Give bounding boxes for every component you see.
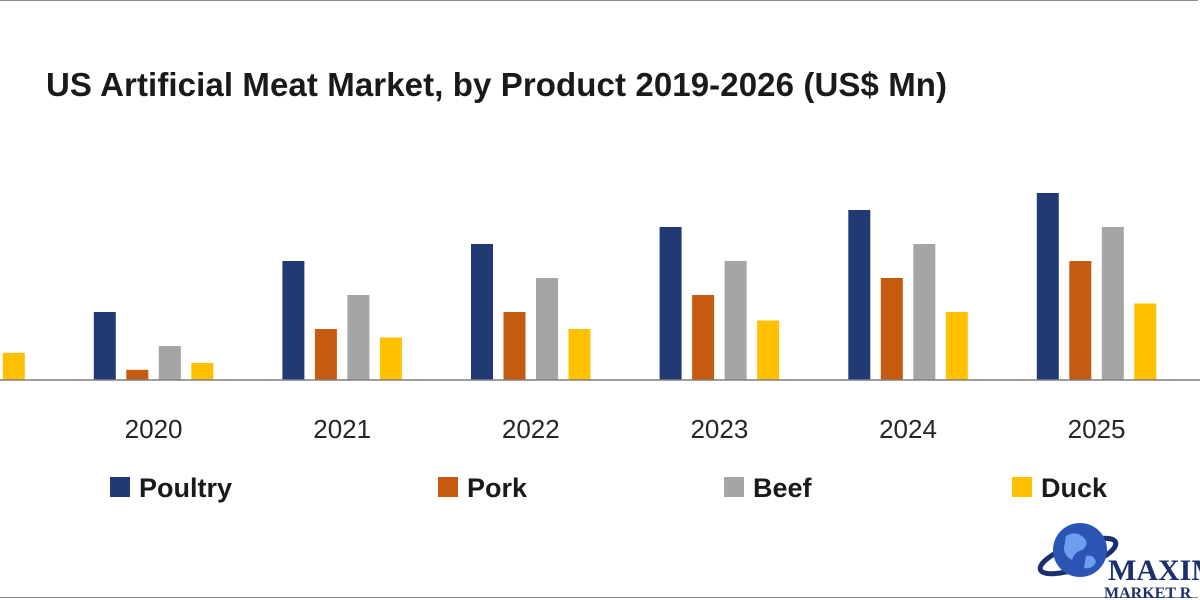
- bar-duck-2021: [379, 337, 402, 380]
- bar-beef-2025: [1101, 227, 1124, 380]
- bar-duck-2020: [191, 363, 214, 380]
- bar-poultry-2023: [659, 227, 682, 380]
- legend-swatch-duck: [1012, 477, 1032, 497]
- bar-pork-2024: [880, 278, 903, 380]
- legend: Poultry Pork Beef Duck: [110, 473, 1108, 503]
- legend-label-beef: Beef: [753, 473, 813, 503]
- logo-text-line2: MARKET R: [1104, 585, 1192, 600]
- bar-beef-2020: [158, 346, 181, 380]
- legend-label-duck: Duck: [1041, 473, 1108, 503]
- bar-duck-2025: [1134, 303, 1157, 380]
- bar-beef-2022: [536, 278, 558, 380]
- bars-group: [2, 193, 1157, 380]
- bar-beef-2021: [347, 295, 370, 380]
- x-tick-label-2024: 2024: [879, 414, 937, 444]
- legend-swatch-beef: [724, 477, 744, 497]
- bar-beef-2024: [913, 244, 936, 380]
- x-tick-label-2025: 2025: [1068, 414, 1126, 444]
- bar-pork-2025: [1069, 261, 1092, 380]
- globe-continents: [1064, 533, 1096, 569]
- chart-title: US Artificial Meat Market, by Product 20…: [46, 66, 948, 103]
- bar-pork-2023: [692, 295, 715, 380]
- bar-beef-2023: [724, 261, 747, 380]
- bar-poultry-2021: [282, 261, 305, 380]
- legend-swatch-pork: [438, 477, 458, 497]
- bar-poultry-2020: [93, 312, 116, 380]
- bar-pork-2021: [314, 329, 337, 380]
- bar-pork-2022: [503, 312, 526, 380]
- x-tick-label-2023: 2023: [690, 414, 748, 444]
- legend-label-poultry: Poultry: [139, 473, 232, 503]
- bar-poultry-2025: [1036, 193, 1059, 380]
- x-tick-labels: 2020 2021 2022 2023 2024 2025: [125, 414, 1126, 444]
- bar-poultry-2024: [848, 210, 871, 380]
- legend-swatch-poultry: [110, 477, 130, 497]
- x-tick-label-2020: 2020: [125, 414, 183, 444]
- bar-duck-2024: [945, 312, 968, 380]
- bar-duck-2023: [757, 320, 780, 380]
- bar-poultry-2022: [471, 244, 493, 380]
- bar-pork-2020: [126, 369, 149, 380]
- x-tick-label-2022: 2022: [502, 414, 560, 444]
- bar-duck-2022: [568, 329, 591, 380]
- x-tick-label-2021: 2021: [313, 414, 371, 444]
- legend-label-pork: Pork: [467, 473, 528, 503]
- bar-duck-2019: [2, 352, 25, 380]
